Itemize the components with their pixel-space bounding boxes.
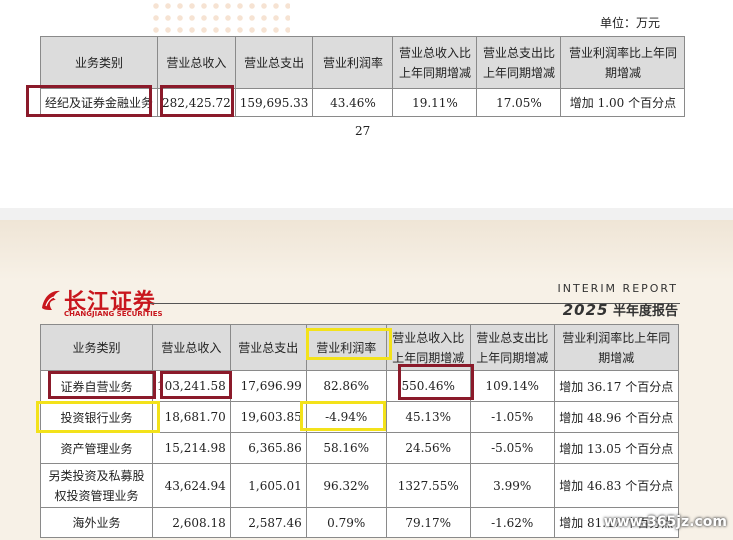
cell-margin-yoy: 增加 13.05 个百分点	[553, 432, 679, 464]
cell-expense-yoy: 109.14%	[469, 370, 555, 402]
cell-margin-yoy: 增加 1.00 个百分点	[560, 88, 686, 117]
header-expense-yoy: 营业总支出比上年同期增减	[476, 36, 562, 89]
highlight-box-proprietary	[48, 371, 156, 399]
cell-category: 资产管理业务	[40, 432, 153, 464]
header-revenue-yoy: 营业总收入比上年同期增减	[392, 36, 478, 89]
header-margin: 营业利润率	[305, 324, 387, 371]
header-revenue: 营业总收入	[152, 324, 231, 371]
cell-margin: 0.79%	[305, 507, 387, 538]
header-margin-yoy: 营业利润率比上年同期增减	[560, 36, 686, 89]
phoenix-icon	[42, 290, 60, 310]
cell-expense-yoy: -5.05%	[469, 432, 555, 464]
table-header-row: 业务类别 营业总收入 营业总支出 营业利润率 营业总收入比上年同期增减 营业总支…	[40, 324, 679, 371]
cell-expense: 1,605.01	[229, 463, 307, 508]
cell-margin-yoy: 增加 48.96 个百分点	[553, 401, 679, 433]
table-row: 资产管理业务 15,214.98 6,365.86 58.16% 24.56% …	[40, 432, 679, 464]
header-divider	[150, 303, 680, 304]
header-category: 业务类别	[40, 324, 153, 371]
cell-expense-yoy: 3.99%	[469, 463, 555, 508]
cell-revenue: 18,681.70	[152, 401, 231, 433]
header-margin: 营业利润率	[312, 36, 394, 89]
highlight-box-proprietary-revenue	[160, 371, 232, 399]
cell-revenue: 2,608.18	[152, 507, 231, 538]
cell-margin-yoy: 增加 36.17 个百分点	[553, 370, 679, 402]
cell-expense-yoy: -1.05%	[469, 401, 555, 433]
table-row: 经纪及证券金融业务 282,425.72 159,695.33 43.46% 1…	[39, 88, 686, 117]
table-row: 证券自营业务 103,241.58 17,696.99 82.86% 550.4…	[40, 370, 679, 402]
unit-label: 单位：万元	[599, 16, 660, 30]
cell-margin-yoy: 增加 81.47 个百分点	[553, 507, 679, 538]
header-revenue: 营业总收入	[157, 36, 236, 89]
decorative-band	[0, 220, 733, 280]
cell-revenue: 15,214.98	[152, 432, 231, 464]
cell-expense: 2,587.46	[229, 507, 307, 538]
cell-expense: 6,365.86	[229, 432, 307, 464]
page-number: 27	[355, 124, 371, 138]
header-margin-yoy: 营业利润率比上年同期增减	[553, 324, 679, 371]
cell-expense: 17,696.99	[229, 370, 307, 402]
highlight-box-revenue	[160, 85, 234, 117]
cell-margin: 82.86%	[305, 370, 387, 402]
cell-category: 另类投资及私募股权投资管理业务	[40, 463, 153, 508]
report-year: 2025	[562, 301, 609, 319]
cell-revenue-yoy: 1327.55%	[385, 463, 471, 508]
cell-margin: 58.16%	[305, 432, 387, 464]
watermark: www.365jz.com	[603, 514, 727, 530]
cell-category: 经纪及证券金融业务	[39, 88, 159, 117]
header-expense: 营业总支出	[229, 324, 307, 371]
highlight-box-margin-header	[306, 328, 392, 360]
logo-text-cn: 长江证券	[64, 290, 157, 315]
cell-expense: 19,603.85	[229, 401, 307, 433]
highlight-box-category	[26, 85, 152, 117]
cell-category: 海外业务	[40, 507, 153, 538]
cell-expense-yoy: -1.62%	[469, 507, 555, 538]
table-header-row: 业务类别 营业总收入 营业总支出 营业利润率 营业总收入比上年同期增减 营业总支…	[39, 36, 686, 89]
cell-revenue-yoy: 24.56%	[385, 432, 471, 464]
highlight-box-investment-banking	[36, 401, 160, 433]
logo-text-en: CHANGJIANG SECURITIES	[64, 310, 163, 318]
cell-revenue-yoy: 79.17%	[385, 507, 471, 538]
report-page-bottom: 长江证券 CHANGJIANG SECURITIES INTERIM REPOR…	[0, 220, 733, 540]
cell-expense-yoy: 17.05%	[476, 88, 562, 117]
report-title: 2025 半年度报告	[563, 300, 678, 319]
page-separator	[0, 208, 733, 220]
cell-margin: 96.32%	[305, 463, 387, 508]
highlight-box-ib-margin	[300, 401, 386, 431]
table-row: 海外业务 2,608.18 2,587.46 0.79% 79.17% -1.6…	[40, 507, 679, 538]
highlight-box-revenue-yoy	[398, 364, 474, 400]
cell-margin: 43.46%	[312, 88, 394, 117]
header-expense: 营业总支出	[234, 36, 314, 89]
header-revenue-yoy: 营业总收入比上年同期增减	[385, 324, 471, 371]
interim-report-label: INTERIM REPORT	[557, 282, 678, 295]
brokerage-table: 业务类别 营业总收入 营业总支出 营业利润率 营业总收入比上年同期增减 营业总支…	[39, 36, 686, 117]
header-expense-yoy: 营业总支出比上年同期增减	[469, 324, 555, 371]
cell-revenue-yoy: 45.13%	[385, 401, 471, 433]
report-page-top: 单位：万元 业务类别 营业总收入 营业总支出 营业利润率 营业总收入比上年同期增…	[0, 0, 733, 208]
table-row: 另类投资及私募股权投资管理业务 43,624.94 1,605.01 96.32…	[40, 463, 679, 508]
decorative-dots	[150, 0, 290, 36]
cell-revenue-yoy: 19.11%	[392, 88, 478, 117]
company-logo: 长江证券 CHANGJIANG SECURITIES	[40, 286, 190, 320]
cell-margin-yoy: 增加 46.83 个百分点	[553, 463, 679, 508]
header-category: 业务类别	[39, 36, 159, 89]
cell-revenue: 43,624.94	[152, 463, 231, 508]
cell-expense: 159,695.33	[234, 88, 314, 117]
report-label: 半年度报告	[612, 304, 678, 319]
